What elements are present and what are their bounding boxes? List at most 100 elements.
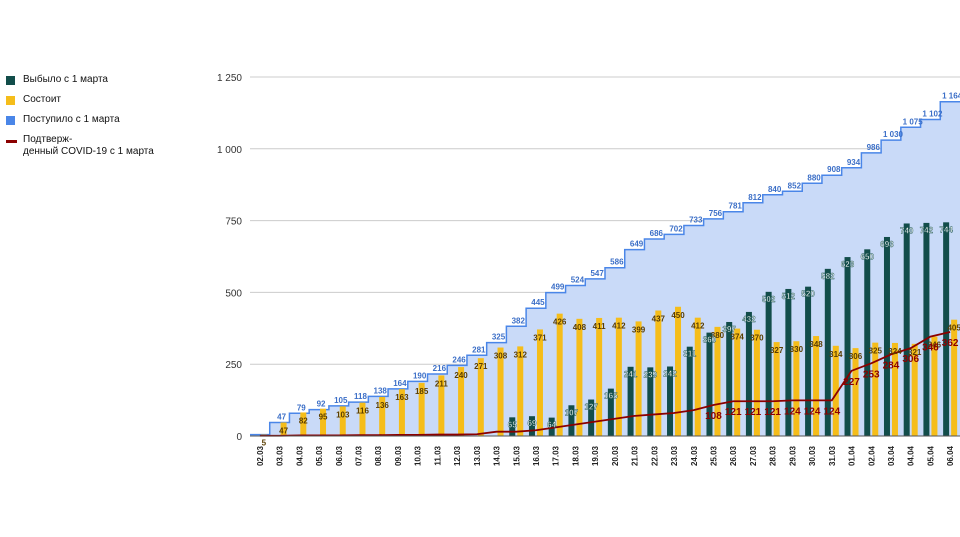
bar-current bbox=[477, 358, 484, 436]
bar-discharged bbox=[864, 249, 871, 436]
data-label-discharged: 502 bbox=[762, 295, 776, 304]
data-label-current: 405 bbox=[947, 324, 960, 333]
data-label-admitted: 702 bbox=[669, 224, 683, 233]
legend-label-current: Состоит bbox=[23, 94, 61, 105]
bar-discharged bbox=[509, 417, 516, 436]
bar-current bbox=[753, 329, 760, 436]
data-label-admitted: 92 bbox=[317, 400, 326, 409]
bar-current bbox=[556, 313, 563, 436]
data-label-current: 308 bbox=[494, 352, 508, 361]
legend-item-confirmed: Подтверж- денный COVID-19 с 1 марта bbox=[6, 134, 196, 158]
bar-discharged bbox=[903, 223, 910, 436]
bar-discharged bbox=[706, 332, 713, 436]
data-label-current: 312 bbox=[514, 350, 528, 359]
bar-current bbox=[931, 336, 938, 436]
data-label-current: 437 bbox=[652, 314, 666, 323]
x-tick-label: 14.03 bbox=[493, 445, 502, 466]
bar-discharged bbox=[568, 405, 575, 436]
data-label-discharged: 740 bbox=[900, 226, 914, 235]
data-label-current: 348 bbox=[809, 340, 823, 349]
bar-current bbox=[714, 326, 721, 436]
legend-swatch-discharged bbox=[6, 76, 15, 85]
bar-discharged bbox=[528, 416, 535, 436]
y-tick-label: 0 bbox=[236, 432, 242, 443]
data-label-discharged: 65 bbox=[508, 420, 517, 429]
data-label-current: 95 bbox=[319, 413, 328, 422]
bar-current bbox=[536, 329, 543, 436]
data-label-admitted: 325 bbox=[492, 333, 506, 342]
bar-current bbox=[813, 336, 820, 436]
bar-current bbox=[951, 319, 958, 436]
data-label-discharged: 693 bbox=[880, 240, 894, 249]
x-tick-label: 19.03 bbox=[591, 445, 600, 466]
data-label-admitted: 781 bbox=[729, 202, 743, 211]
data-label-admitted: 686 bbox=[650, 229, 664, 238]
data-label-confirmed: 124 bbox=[804, 406, 821, 417]
data-label-current: 346 bbox=[928, 341, 942, 350]
data-label-admitted: 216 bbox=[433, 364, 447, 373]
data-label-confirmed: 121 bbox=[725, 407, 742, 418]
data-label-admitted: 812 bbox=[748, 193, 762, 202]
data-label-admitted: 986 bbox=[867, 143, 881, 152]
x-tick-label: 06.03 bbox=[335, 445, 344, 466]
data-label-discharged: 242 bbox=[663, 369, 677, 378]
bar-current bbox=[517, 346, 524, 436]
legend-item-current: Состоит bbox=[6, 94, 196, 106]
bar-current bbox=[320, 408, 327, 436]
bar-current bbox=[418, 382, 425, 436]
data-label-admitted: 547 bbox=[590, 269, 604, 278]
bar-current bbox=[576, 318, 583, 436]
data-label-admitted: 105 bbox=[334, 396, 348, 405]
data-label-current: 412 bbox=[691, 322, 705, 331]
bar-current bbox=[635, 321, 642, 436]
data-label-admitted: 852 bbox=[788, 181, 802, 190]
data-label-admitted: 47 bbox=[277, 413, 286, 422]
bar-current bbox=[438, 375, 445, 436]
chart-legend: Выбыло с 1 марта Состоит Поступило с 1 м… bbox=[6, 74, 196, 166]
x-tick-label: 23.03 bbox=[670, 445, 679, 466]
data-label-confirmed: 284 bbox=[883, 360, 900, 371]
x-tick-label: 18.03 bbox=[571, 445, 580, 466]
data-label-discharged: 360 bbox=[703, 336, 717, 345]
data-label-confirmed: 124 bbox=[823, 406, 840, 417]
x-tick-label: 29.03 bbox=[788, 445, 797, 466]
bar-discharged bbox=[745, 311, 752, 436]
data-label-discharged: 69 bbox=[528, 419, 537, 428]
data-label-admitted: 1 164 bbox=[942, 92, 960, 101]
x-tick-label: 28.03 bbox=[769, 445, 778, 466]
bar-discharged bbox=[588, 399, 595, 436]
legend-item-admitted: Поступило с 1 марта bbox=[6, 114, 196, 126]
data-label-current: 325 bbox=[869, 347, 883, 356]
bar-current bbox=[675, 306, 682, 436]
data-label-discharged: 742 bbox=[920, 226, 934, 235]
data-label-confirmed: 306 bbox=[902, 354, 919, 365]
bar-current bbox=[379, 396, 386, 436]
bar-discharged bbox=[686, 346, 693, 436]
data-label-admitted: 840 bbox=[768, 185, 782, 194]
data-label-current: 136 bbox=[376, 401, 390, 410]
data-label-admitted: 1 075 bbox=[903, 117, 924, 126]
x-tick-label: 22.03 bbox=[650, 445, 659, 466]
data-label-admitted: 880 bbox=[807, 173, 821, 182]
data-label-discharged: 744 bbox=[939, 225, 953, 234]
data-label-current: 411 bbox=[593, 322, 606, 331]
x-tick-label: 17.03 bbox=[552, 445, 561, 466]
line-confirmed bbox=[259, 331, 951, 437]
bar-discharged bbox=[647, 367, 654, 436]
data-label-admitted: 756 bbox=[709, 209, 723, 218]
legend-label-admitted: Поступило с 1 марта bbox=[23, 114, 120, 125]
bar-current bbox=[596, 317, 603, 436]
data-label-current: 103 bbox=[336, 410, 350, 419]
data-label-discharged: 520 bbox=[801, 290, 815, 299]
data-label-confirmed: 108 bbox=[705, 411, 722, 422]
data-label-current: 314 bbox=[829, 350, 843, 359]
bar-current bbox=[339, 406, 346, 436]
y-tick-label: 250 bbox=[225, 360, 242, 371]
data-label-admitted: 908 bbox=[827, 165, 841, 174]
data-label-current: 185 bbox=[415, 387, 429, 396]
data-label-current: 370 bbox=[750, 334, 764, 343]
x-tick-label: 20.03 bbox=[611, 445, 620, 466]
data-label-current: 5 bbox=[262, 439, 267, 448]
line-admitted bbox=[250, 100, 960, 436]
bar-current bbox=[891, 342, 898, 436]
